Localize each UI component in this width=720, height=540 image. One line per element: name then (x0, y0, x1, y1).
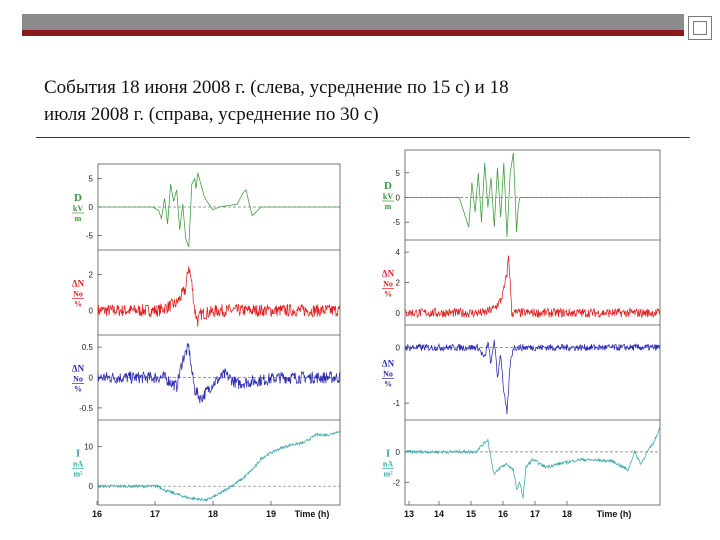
y-tick-label: 0 (89, 203, 94, 212)
panel-label: I (76, 448, 80, 460)
panel-unit-top: nA (73, 460, 83, 469)
series-line (405, 152, 660, 238)
panel-unit-top: No (73, 375, 83, 384)
panel-unit-top: kV (383, 192, 393, 201)
panel-unit-bottom: m (75, 214, 82, 223)
x-tick-label: 14 (434, 509, 444, 519)
panel-2 (382, 239, 660, 319)
panel-label: ΔN (382, 269, 395, 279)
figure-frame (97, 163, 341, 506)
y-tick-label: -2 (393, 478, 401, 487)
x-tick-label: 16 (92, 509, 102, 519)
slide-title-line-1: События 18 июня 2008 г. (слева, усреднен… (44, 77, 509, 98)
panel-3 (382, 324, 661, 415)
panel-4 (72, 419, 341, 502)
panel-unit-top: No (73, 290, 83, 299)
x-tick-label: 13 (404, 509, 414, 519)
y-tick-label: 2 (89, 271, 94, 280)
y-tick-label: 0 (89, 306, 94, 315)
panel-unit-top: No (383, 280, 393, 289)
x-tick-label: 18 (562, 509, 572, 519)
panel-unit-bottom: m² (383, 470, 393, 479)
panel-unit-top: kV (73, 204, 83, 213)
panel-unit-bottom: % (74, 300, 82, 309)
x-tick-label: 18 (208, 509, 218, 519)
title-divider (36, 137, 690, 138)
series-line (97, 266, 341, 327)
panel-label: D (74, 192, 82, 204)
panel-unit-bottom: % (74, 385, 82, 394)
y-tick-label: 0 (89, 374, 94, 383)
panel-label: ΔN (72, 279, 85, 289)
panel-4 (382, 419, 661, 499)
header-square-icon (688, 16, 712, 40)
panel-label: ΔN (72, 364, 85, 374)
y-tick-label: 5 (89, 174, 94, 183)
x-axis-label: Time (h) (295, 509, 330, 519)
panel-3 (72, 334, 341, 409)
y-tick-label: 2 (396, 279, 401, 288)
panel-label: ΔN (382, 359, 395, 369)
series-line (404, 339, 661, 415)
y-tick-label: 4 (396, 248, 401, 257)
y-tick-label: -0.5 (79, 404, 93, 413)
header-red-band (22, 30, 684, 36)
series-line (97, 342, 341, 404)
slide-title-line-2: июля 2008 г. (справа, усреднение по 30 с… (44, 104, 379, 125)
x-tick-label: 17 (530, 509, 540, 519)
slide-title: События 18 июня 2008 г. (слева, усреднен… (44, 74, 684, 128)
y-tick-label: 0 (396, 448, 401, 457)
panel-2 (72, 249, 341, 327)
series-line (97, 429, 341, 502)
figure-1 (72, 163, 341, 506)
panel-label: D (384, 180, 392, 192)
slide-header-bar (22, 14, 712, 40)
y-tick-label: -5 (86, 232, 94, 241)
y-tick-label: 10 (84, 443, 93, 452)
panel-unit-bottom: m (385, 202, 392, 211)
y-tick-label: -1 (393, 399, 401, 408)
x-tick-label: 19 (266, 509, 276, 519)
x-axis-label: Time (h) (597, 509, 632, 519)
panel-unit-bottom: m² (73, 470, 83, 479)
series-line (404, 255, 660, 319)
figure-2 (382, 149, 661, 506)
y-tick-label: 5 (396, 169, 401, 178)
y-tick-label: 0 (396, 309, 401, 318)
y-tick-label: 0 (396, 193, 401, 202)
panel-1 (72, 172, 340, 248)
panel-label: I (386, 448, 390, 460)
panel-unit-bottom: % (384, 380, 392, 389)
y-tick-label: 0.5 (82, 343, 94, 352)
series-line (404, 427, 661, 499)
y-tick-label: -5 (393, 218, 401, 227)
panel-unit-top: nA (383, 460, 393, 469)
header-gray-band (22, 14, 684, 30)
y-tick-label: 0 (89, 482, 94, 491)
y-tick-label: 0 (396, 343, 401, 352)
x-tick-label: 15 (466, 509, 476, 519)
x-tick-label: 17 (150, 509, 160, 519)
panel-unit-bottom: % (384, 290, 392, 299)
panel-1 (382, 152, 660, 238)
figure-frame (404, 149, 661, 506)
series-line (98, 172, 340, 248)
panel-unit-top: No (383, 370, 393, 379)
x-tick-label: 16 (498, 509, 508, 519)
